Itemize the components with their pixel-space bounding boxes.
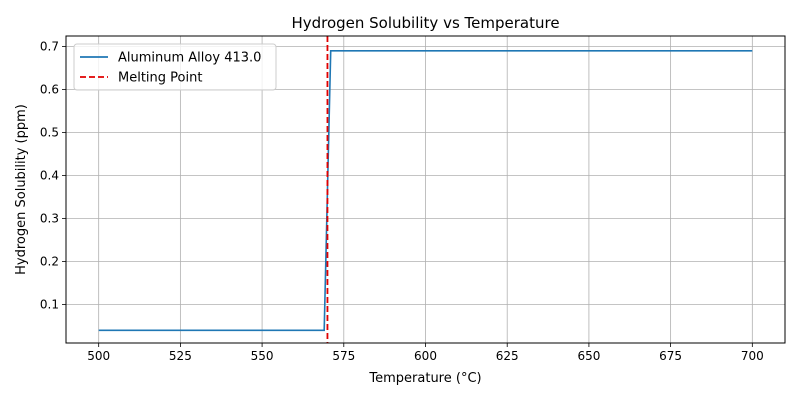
y-tick-label: 0.4 (40, 169, 59, 183)
y-tick-label: 0.5 (40, 126, 59, 140)
x-tick-label: 525 (169, 349, 192, 363)
legend-label-melting-point: Melting Point (118, 71, 202, 86)
y-tick-label: 0.7 (40, 40, 59, 54)
x-axis: 500 525 550 575 600 625 650 675 700 (87, 343, 764, 363)
legend: Aluminum Alloy 413.0 Melting Point (73, 43, 277, 91)
y-tick-label: 0.3 (40, 212, 59, 226)
x-tick-label: 625 (496, 349, 519, 363)
y-axis: 0.1 0.2 0.3 0.4 0.5 0.6 0.7 (40, 40, 66, 312)
x-tick-label: 650 (577, 349, 600, 363)
x-tick-label: 500 (87, 349, 110, 363)
x-tick-label: 550 (251, 349, 274, 363)
x-tick-label: 675 (659, 349, 682, 363)
legend-label-series: Aluminum Alloy 413.0 (118, 51, 261, 66)
chart-title: Hydrogen Solubility vs Temperature (291, 14, 559, 32)
x-tick-label: 600 (414, 349, 437, 363)
y-tick-label: 0.6 (40, 83, 59, 97)
legend-box (73, 43, 277, 91)
y-tick-label: 0.1 (40, 298, 59, 312)
y-tick-label: 0.2 (40, 255, 59, 269)
x-tick-label: 575 (332, 349, 355, 363)
x-axis-label: Temperature (°C) (368, 371, 481, 386)
x-tick-label: 700 (741, 349, 764, 363)
y-axis-label: Hydrogen Solubility (ppm) (14, 104, 29, 275)
grid (66, 36, 785, 343)
plot-area (98, 36, 753, 343)
